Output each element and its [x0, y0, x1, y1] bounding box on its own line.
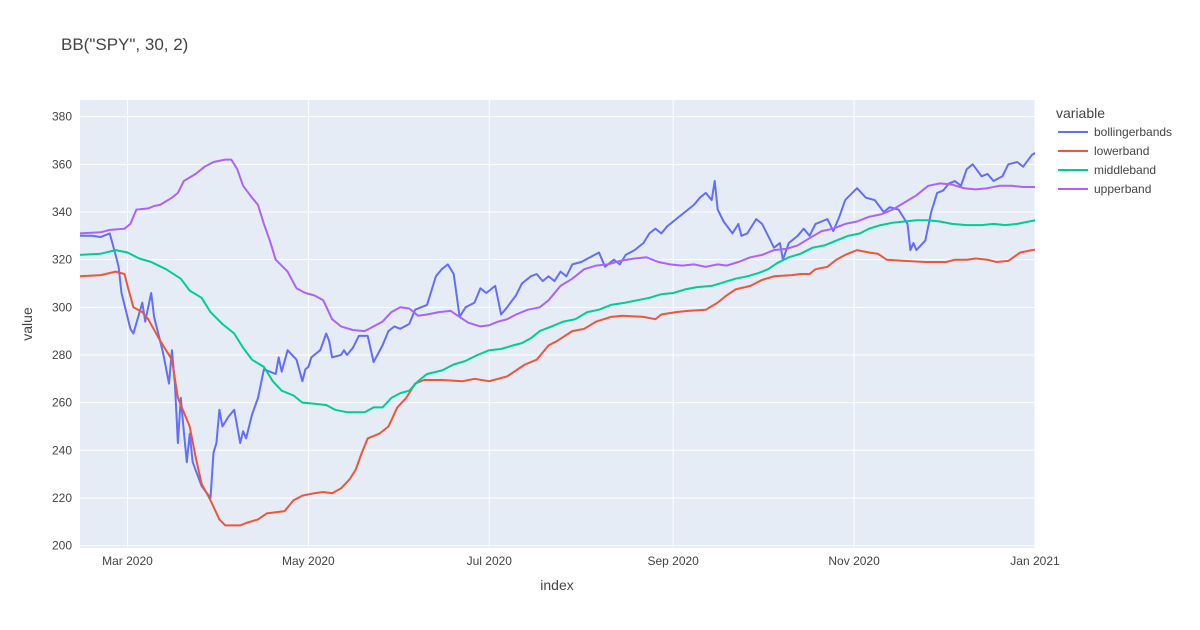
y-tick-label: 220	[52, 491, 72, 505]
y-tick-label: 380	[52, 110, 72, 124]
y-tick-label: 240	[52, 443, 72, 457]
legend-label-middleband[interactable]: middleband	[1094, 163, 1156, 177]
series-line-middleband[interactable]	[80, 155, 1200, 414]
x-tick-label: Mar 2020	[102, 554, 153, 568]
y-tick-label: 360	[52, 157, 72, 171]
y-tick-label: 260	[52, 396, 72, 410]
y-tick-label: 340	[52, 205, 72, 219]
grid-lines	[80, 100, 1036, 548]
legend-title: variable	[1056, 105, 1105, 121]
series-line-bollingerbands[interactable]	[80, 133, 1136, 499]
x-tick-labels: Mar 2020 May 2020 Jul 2020 Sep 2020 Nov 2020…	[102, 554, 1060, 568]
x-axis-title: index	[540, 577, 573, 593]
y-tick-label: 280	[52, 348, 72, 362]
legend-label-bollingerbands[interactable]: bollingerbands	[1094, 125, 1172, 139]
x-tick-label: Sep 2020	[647, 554, 699, 568]
x-tick-label: May 2020	[282, 554, 335, 568]
x-tick-label: Jan 2021	[1010, 554, 1060, 568]
legend-label-lowerband[interactable]: lowerband	[1094, 144, 1149, 158]
x-tick-label: Jul 2020	[467, 554, 513, 568]
y-axis-title: value	[19, 307, 35, 341]
series-line-lowerband[interactable]	[80, 179, 1200, 527]
y-tick-label: 320	[52, 253, 72, 267]
y-tick-label: 200	[52, 539, 72, 553]
y-tick-labels: 200 220 240 260 280 300 320 340 360 380	[52, 110, 72, 553]
chart-title: BB("SPY", 30, 2)	[61, 35, 188, 54]
series-lines	[80, 124, 1200, 527]
series-line-upperband[interactable]	[80, 124, 1200, 333]
legend-label-upperband[interactable]: upperband	[1094, 182, 1151, 196]
x-tick-label: Nov 2020	[828, 554, 880, 568]
legend: variable bollingerbands lowerband middleba…	[1056, 105, 1172, 196]
y-tick-label: 300	[52, 300, 72, 314]
